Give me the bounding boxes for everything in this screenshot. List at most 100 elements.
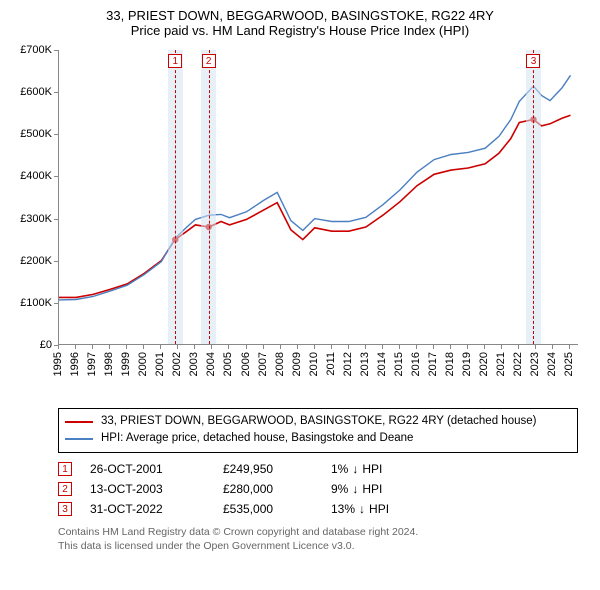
x-axis-label: 1996 bbox=[69, 352, 81, 376]
x-axis-label: 2004 bbox=[205, 352, 217, 376]
plot-area: 1 2 3 bbox=[58, 50, 578, 345]
x-tick bbox=[433, 345, 434, 349]
x-tick bbox=[467, 345, 468, 349]
x-axis-label: 2018 bbox=[444, 352, 456, 376]
sales-price: £280,000 bbox=[223, 482, 313, 496]
arrow-down-icon: ↓ bbox=[352, 462, 358, 476]
x-axis-label: 2003 bbox=[188, 352, 200, 376]
x-axis-label: 2022 bbox=[512, 352, 524, 376]
x-tick bbox=[58, 345, 59, 349]
x-tick bbox=[228, 345, 229, 349]
title-subtitle: Price paid vs. HM Land Registry's House … bbox=[10, 23, 590, 38]
x-tick bbox=[518, 345, 519, 349]
x-tick bbox=[109, 345, 110, 349]
x-tick bbox=[535, 345, 536, 349]
y-axis-label: £100K bbox=[20, 297, 52, 309]
series-property bbox=[59, 115, 571, 297]
x-axis-label: 2017 bbox=[427, 352, 439, 376]
y-axis-label: £600K bbox=[20, 86, 52, 98]
x-tick bbox=[263, 345, 264, 349]
x-tick bbox=[416, 345, 417, 349]
x-axis-label: 2025 bbox=[563, 352, 575, 376]
x-tick bbox=[314, 345, 315, 349]
legend-swatch-property bbox=[65, 421, 93, 423]
x-tick bbox=[450, 345, 451, 349]
x-axis-label: 2006 bbox=[240, 352, 252, 376]
arrow-down-icon: ↓ bbox=[359, 502, 365, 516]
sales-diff: 9% ↓ HPI bbox=[331, 482, 471, 496]
y-axis-label: £300K bbox=[20, 213, 52, 225]
x-axis-label: 2023 bbox=[529, 352, 541, 376]
x-tick bbox=[143, 345, 144, 349]
legend-swatch-hpi bbox=[65, 438, 93, 440]
sales-date: 13-OCT-2003 bbox=[90, 482, 205, 496]
sales-table: 126-OCT-2001£249,9501% ↓ HPI213-OCT-2003… bbox=[58, 459, 578, 519]
x-tick bbox=[331, 345, 332, 349]
sale-marker-line bbox=[533, 50, 534, 344]
x-tick bbox=[126, 345, 127, 349]
x-axis-label: 2012 bbox=[342, 352, 354, 376]
sales-row-number: 1 bbox=[58, 462, 72, 476]
sale-marker-line bbox=[209, 50, 210, 344]
legend-item-property: 33, PRIEST DOWN, BEGGARWOOD, BASINGSTOKE… bbox=[65, 413, 571, 430]
legend-label-property: 33, PRIEST DOWN, BEGGARWOOD, BASINGSTOKE… bbox=[101, 413, 536, 430]
x-axis-label: 2001 bbox=[154, 352, 166, 376]
footer-attribution: Contains HM Land Registry data © Crown c… bbox=[58, 525, 578, 553]
x-axis-label: 2016 bbox=[410, 352, 422, 376]
y-axis-label: £500K bbox=[20, 128, 52, 140]
footer-line1: Contains HM Land Registry data © Crown c… bbox=[58, 525, 578, 539]
x-axis-label: 2002 bbox=[171, 352, 183, 376]
y-tick bbox=[54, 50, 58, 51]
sale-marker-number: 1 bbox=[168, 54, 182, 68]
x-axis-label: 2021 bbox=[495, 352, 507, 376]
x-axis-label: 2000 bbox=[137, 352, 149, 376]
x-axis-label: 2011 bbox=[325, 352, 337, 376]
footer-line2: This data is licensed under the Open Gov… bbox=[58, 539, 578, 553]
sale-marker-number: 2 bbox=[202, 54, 216, 68]
plot-svg bbox=[59, 50, 578, 344]
x-axis-label: 2019 bbox=[461, 352, 473, 376]
sale-marker-line bbox=[175, 50, 176, 344]
x-tick bbox=[194, 345, 195, 349]
x-axis-label: 2010 bbox=[308, 352, 320, 376]
sales-date: 31-OCT-2022 bbox=[90, 502, 205, 516]
x-tick bbox=[365, 345, 366, 349]
x-tick bbox=[399, 345, 400, 349]
y-tick bbox=[54, 303, 58, 304]
y-tick bbox=[54, 134, 58, 135]
x-tick bbox=[552, 345, 553, 349]
arrow-down-icon: ↓ bbox=[352, 482, 358, 496]
x-tick bbox=[246, 345, 247, 349]
sale-marker-number: 3 bbox=[526, 54, 540, 68]
y-axis-label: £700K bbox=[20, 44, 52, 56]
x-axis-label: 2005 bbox=[222, 352, 234, 376]
x-axis-label: 2020 bbox=[478, 352, 490, 376]
chart-title-block: 33, PRIEST DOWN, BEGGARWOOD, BASINGSTOKE… bbox=[10, 8, 590, 38]
sales-price: £249,950 bbox=[223, 462, 313, 476]
x-axis-label: 1995 bbox=[52, 352, 64, 376]
y-tick bbox=[54, 176, 58, 177]
series-hpi bbox=[59, 75, 571, 300]
y-tick bbox=[54, 261, 58, 262]
x-tick bbox=[569, 345, 570, 349]
title-address: 33, PRIEST DOWN, BEGGARWOOD, BASINGSTOKE… bbox=[10, 8, 590, 23]
sales-row-number: 3 bbox=[58, 502, 72, 516]
x-tick bbox=[92, 345, 93, 349]
x-tick bbox=[382, 345, 383, 349]
legend-item-hpi: HPI: Average price, detached house, Basi… bbox=[65, 430, 571, 447]
x-tick bbox=[297, 345, 298, 349]
legend-label-hpi: HPI: Average price, detached house, Basi… bbox=[101, 430, 413, 447]
sales-date: 26-OCT-2001 bbox=[90, 462, 205, 476]
sales-row: 126-OCT-2001£249,9501% ↓ HPI bbox=[58, 459, 578, 479]
x-axis-label: 2009 bbox=[291, 352, 303, 376]
sales-diff: 13% ↓ HPI bbox=[331, 502, 471, 516]
x-axis-label: 2024 bbox=[546, 352, 558, 376]
sales-row: 213-OCT-2003£280,0009% ↓ HPI bbox=[58, 479, 578, 499]
y-axis-label: £200K bbox=[20, 255, 52, 267]
sales-row: 3 31-OCT-2022 £535,000 13% ↓ HPI bbox=[58, 499, 578, 519]
line-chart: 123 £0£100K£200K£300K£400K£500K£600K£700… bbox=[10, 42, 590, 402]
x-tick bbox=[211, 345, 212, 349]
x-axis-label: 2015 bbox=[393, 352, 405, 376]
sales-price: £535,000 bbox=[223, 502, 313, 516]
x-tick bbox=[501, 345, 502, 349]
